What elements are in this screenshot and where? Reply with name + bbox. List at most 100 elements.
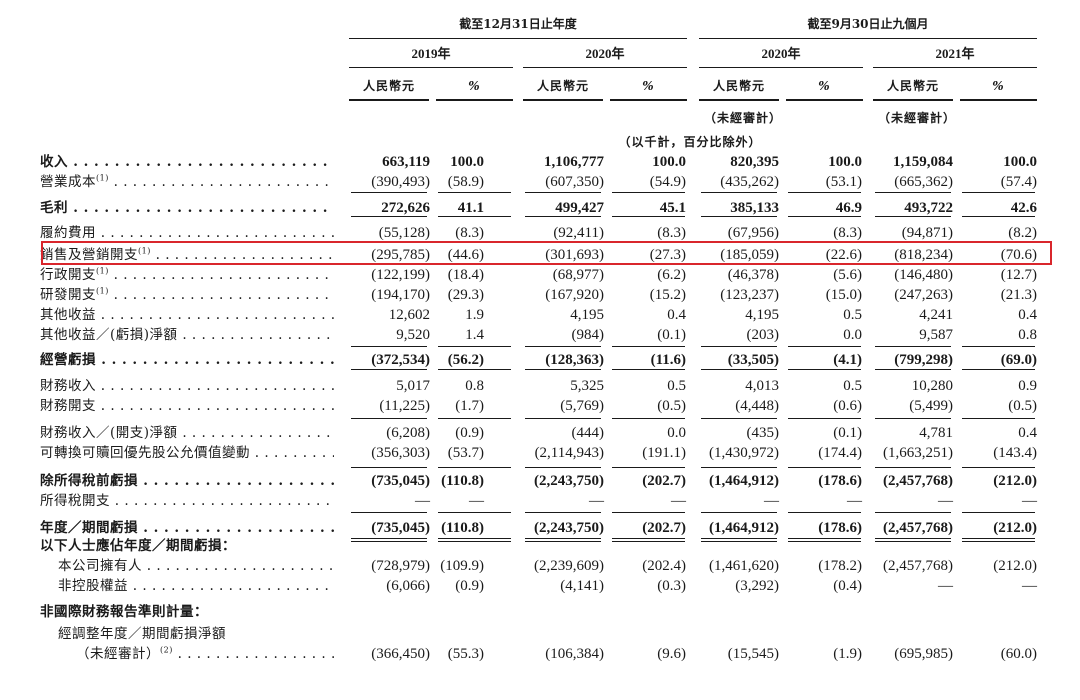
- amount-cell: (94,871): [901, 225, 953, 241]
- amount-cell: 820,395: [730, 154, 779, 170]
- amount-cell: 5,325: [570, 378, 604, 394]
- dot-leader: . . . . . . . . . . . . . . . . . . . . …: [113, 287, 334, 303]
- percent-cell: 1.4: [465, 327, 484, 343]
- divider: [438, 369, 511, 370]
- divider: [962, 541, 1035, 542]
- divider: [701, 369, 777, 370]
- percent-cell: (110.8): [441, 473, 484, 489]
- year-header: 2019年: [411, 46, 451, 61]
- divider: [701, 538, 777, 539]
- percent-cell: 0.5: [667, 378, 686, 394]
- amount-cell: 12,602: [388, 307, 430, 323]
- percent-cell: (202.7): [642, 473, 686, 489]
- divider: [351, 512, 427, 513]
- percent-cell: —: [1022, 493, 1037, 509]
- percent-cell: 0.4: [1018, 307, 1037, 323]
- divider: [875, 369, 951, 370]
- amount-cell: (295,785): [371, 247, 430, 263]
- amount-cell: (123,237): [720, 287, 779, 303]
- percent-cell: (18.4): [447, 267, 484, 283]
- amount-cell: 10,280: [911, 378, 953, 394]
- divider: [699, 67, 863, 68]
- divider: [788, 369, 861, 370]
- year-header: 2021年: [935, 46, 975, 61]
- divider: [701, 346, 777, 347]
- percent-cell: —: [1022, 578, 1037, 594]
- percent-cell: (178.2): [818, 558, 862, 574]
- divider: [525, 541, 601, 542]
- amount-cell: (2,457,768): [883, 520, 953, 536]
- percent-cell: 0.8: [465, 378, 484, 394]
- percent-cell: (15.2): [649, 287, 686, 303]
- amount-cell: (735,045): [371, 520, 430, 536]
- percent-cell: 0.9: [1018, 378, 1037, 394]
- percent-cell: (212.0): [993, 558, 1037, 574]
- percent-cell: (0.1): [657, 327, 686, 343]
- amount-cell: (247,263): [894, 287, 953, 303]
- amount-cell: (1,464,912): [709, 473, 779, 489]
- row-label: 收入 . . . . . . . . . . . . . . . . . . .…: [40, 154, 334, 170]
- row-label: 履約費用 . . . . . . . . . . . . . . . . . .…: [40, 225, 334, 241]
- percent-cell: (21.3): [1000, 287, 1037, 303]
- percent-cell: (110.8): [441, 520, 484, 536]
- divider: [612, 216, 685, 217]
- amount-cell: 499,427: [555, 200, 604, 216]
- divider: [525, 192, 601, 193]
- divider: [525, 216, 601, 217]
- percent-cell: 46.9: [835, 200, 862, 216]
- divider: [875, 418, 951, 419]
- amount-cell: —: [589, 493, 604, 509]
- amount-cell: (33,505): [727, 352, 779, 368]
- amount-cell: (1,663,251): [883, 445, 953, 461]
- divider: [701, 192, 777, 193]
- amount-cell: (15,545): [727, 646, 779, 662]
- divider: [351, 538, 427, 539]
- divider: [875, 467, 951, 468]
- divider: [962, 467, 1035, 468]
- row-label: 毛利 . . . . . . . . . . . . . . . . . . .…: [40, 200, 334, 216]
- divider: [962, 418, 1035, 419]
- dot-leader: . . . . . . . . . . . . . . . . . . . . …: [73, 200, 334, 216]
- amount-cell: (92,411): [553, 225, 604, 241]
- percent-cell: (53.1): [825, 174, 862, 190]
- row-label: 財務收入 . . . . . . . . . . . . . . . . . .…: [40, 378, 334, 394]
- percent-cell: (4.1): [833, 352, 862, 368]
- divider: [962, 538, 1035, 539]
- row-label: 其他收益 . . . . . . . . . . . . . . . . . .…: [40, 307, 334, 323]
- amount-cell: 4,241: [919, 307, 953, 323]
- amount-cell: (1,461,620): [709, 558, 779, 574]
- divider: [788, 541, 861, 542]
- divider: [612, 467, 685, 468]
- row-label: 行政開支(1) . . . . . . . . . . . . . . . . …: [40, 267, 334, 283]
- dot-leader: . . . . . . . . . . . . . . . . . . . . …: [100, 225, 334, 241]
- percent-cell: 0.5: [843, 378, 862, 394]
- row-label: 年度／期間虧損 . . . . . . . . . . . . . . . . …: [40, 520, 334, 536]
- dot-leader: . . . . . . . . . . . . . . . . . . . . …: [143, 520, 334, 536]
- amount-cell: (2,457,768): [883, 473, 953, 489]
- divider: [438, 216, 511, 217]
- percent-cell: (11.6): [650, 352, 686, 368]
- percent-cell: (0.4): [833, 578, 862, 594]
- percent-cell: —: [469, 493, 484, 509]
- percent-subheader: %: [642, 79, 655, 93]
- amount-cell: (146,480): [894, 267, 953, 283]
- percent-cell: (109.9): [440, 558, 484, 574]
- amount-cell: (301,693): [545, 247, 604, 263]
- divider: [962, 369, 1035, 370]
- divider: [960, 99, 1037, 101]
- amount-cell: (5,499): [909, 398, 953, 414]
- divider: [523, 67, 687, 68]
- divider: [788, 538, 861, 539]
- year-header: 2020年: [761, 46, 801, 61]
- amount-cell: (356,303): [371, 445, 430, 461]
- percent-cell: 100.0: [1003, 154, 1037, 170]
- dot-leader: . . . . . . . . . . . . . . . . . . . . …: [182, 327, 334, 343]
- divider: [962, 512, 1035, 513]
- amount-cell: (444): [571, 425, 605, 441]
- year-header: 2020年: [585, 46, 625, 61]
- amount-cell: 9,520: [396, 327, 430, 343]
- unaudited-note: （未經審計）: [703, 111, 782, 125]
- percent-cell: (5.6): [833, 267, 862, 283]
- divider: [438, 538, 511, 539]
